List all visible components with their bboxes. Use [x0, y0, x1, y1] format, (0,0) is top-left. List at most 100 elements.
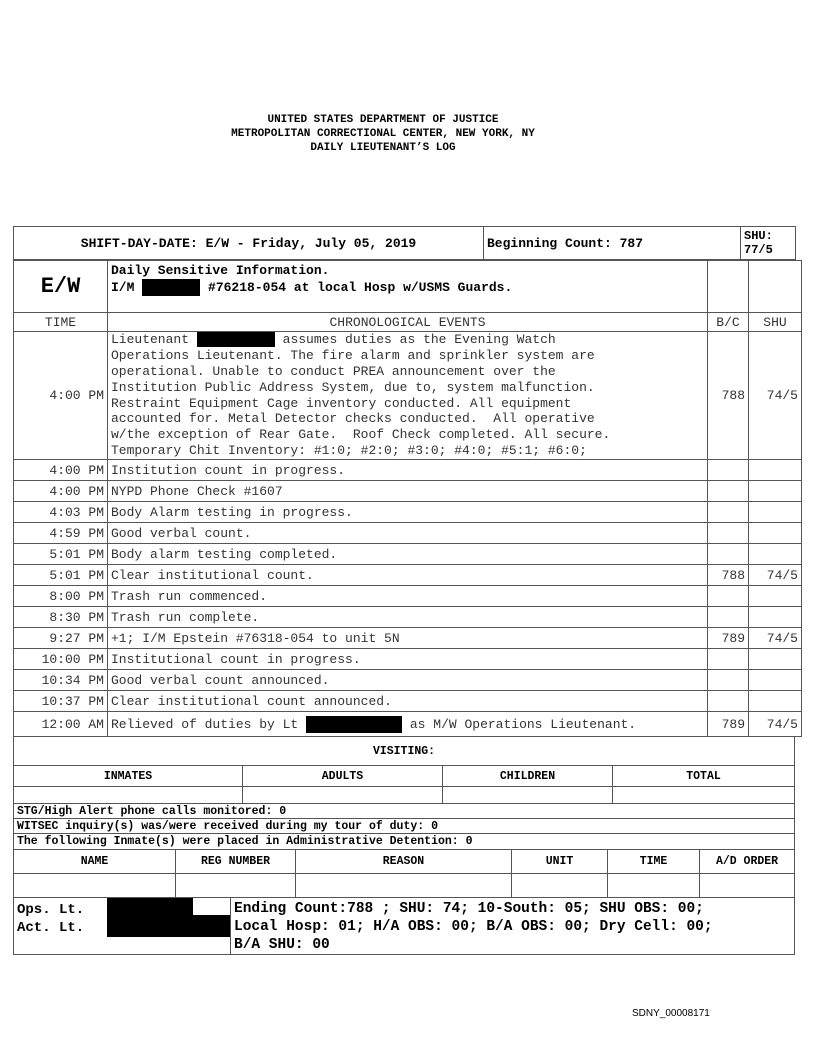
ad-col: TIME — [607, 849, 700, 874]
event-shu: 74/5 — [748, 564, 802, 586]
visiting-col: TOTAL — [612, 765, 795, 787]
beginning-count: Beginning Count: 787 — [483, 226, 741, 260]
event-bc — [707, 543, 749, 565]
summary-line: B/A SHU: 00 — [234, 937, 330, 953]
event-bc — [707, 606, 749, 628]
event-row: 10:00 PM Institutional count in progress. — [13, 648, 802, 670]
note-witsec: WITSEC inquiry(s) was/were received duri… — [13, 818, 795, 834]
event-row: 4:00 PM Institution count in progress. — [13, 459, 802, 481]
redaction — [306, 715, 403, 733]
event-time: 4:00 PM — [13, 480, 108, 502]
note-admin-detention: The following Inmate(s) were placed in A… — [13, 833, 795, 850]
event-shu — [748, 522, 802, 544]
event-row: 4:59 PM Good verbal count. — [13, 522, 802, 544]
act-lt-label: Act. Lt. — [17, 920, 85, 936]
header-line: UNITED STATES DEPARTMENT OF JUSTICE — [267, 114, 499, 126]
event-text: Clear institutional count. — [107, 564, 708, 586]
event-text: Body Alarm testing in progress. — [107, 501, 708, 523]
shift-code: E/W — [13, 260, 108, 313]
event-bc: 789 — [707, 627, 749, 649]
event-shu: 74/5 — [748, 627, 802, 649]
event-text: Body alarm testing completed. — [107, 543, 708, 565]
redaction — [107, 915, 230, 937]
event-time: 5:01 PM — [13, 564, 108, 586]
event-text: Trash run complete. — [107, 606, 708, 628]
events-table: E/W Daily Sensitive Information. I/M #76… — [13, 260, 802, 737]
event-text-line: operational. Unable to conduct PREA anno… — [111, 363, 556, 379]
event-bc: 788 — [707, 331, 749, 460]
event-bc — [707, 648, 749, 670]
event-text-line: w/the exception of Rear Gate. Roof Check… — [111, 427, 611, 443]
bates-number: SDNY_00008171 — [632, 1008, 710, 1019]
event-row: 4:00 PM NYPD Phone Check #1607 — [13, 480, 802, 502]
redaction — [142, 279, 201, 296]
ops-lt-label: Ops. Lt. — [17, 902, 85, 918]
summary-line: Ending Count:788 ; SHU: 74; 10-South: 05… — [234, 901, 704, 917]
note-stg: STG/High Alert phone calls monitored: 0 — [13, 803, 795, 819]
event-time: 4:00 PM — [13, 331, 108, 460]
event-bc — [707, 690, 749, 712]
shu-value: 77/5 — [744, 243, 773, 257]
event-time: 9:27 PM — [13, 627, 108, 649]
event-shu — [748, 669, 802, 691]
event-shu — [748, 585, 802, 607]
event-time: 5:01 PM — [13, 543, 108, 565]
event-shu — [748, 606, 802, 628]
shu-label: SHU: — [744, 229, 773, 243]
event-text-line: Temporary Chit Inventory: #1:0; #2:0; #3… — [111, 442, 587, 458]
shift-table: SHIFT-DAY-DATE: E/W - Friday, July 05, 2… — [13, 226, 796, 260]
event-time: 10:00 PM — [13, 648, 108, 670]
event-shu — [748, 459, 802, 481]
event-text: assumes duties as the Evening Watch — [282, 332, 556, 348]
event-shu — [748, 543, 802, 565]
visiting-col: ADULTS — [242, 765, 443, 787]
event-text: Good verbal count. — [107, 522, 708, 544]
event-text: Trash run commenced. — [107, 585, 708, 607]
event-text-line: Operations Lieutenant. The fire alarm an… — [111, 348, 595, 364]
sensitive-text: #76218-054 at local Hosp w/USMS Guards. — [208, 279, 513, 295]
event-text-line: Institution Public Address System, due t… — [111, 379, 595, 395]
event-bc — [707, 669, 749, 691]
ad-col: REG NUMBER — [175, 849, 296, 874]
signoff-table: Ops. Lt. Act. Lt. Ending Count:788 ; SHU… — [13, 897, 795, 955]
event-row: 9:27 PM +1; I/M Epstein #76318-054 to uni… — [13, 627, 802, 649]
ad-table: NAME REG NUMBER REASON UNIT TIME A/D ORD… — [13, 849, 795, 898]
event-row: 8:30 PM Trash run complete. — [13, 606, 802, 628]
event-text: Good verbal count announced. — [107, 669, 708, 691]
event-shu — [748, 648, 802, 670]
ad-col: REASON — [295, 849, 512, 874]
event-bc — [707, 480, 749, 502]
event-time: 10:34 PM — [13, 669, 108, 691]
redaction — [196, 332, 275, 348]
summary-line: Local Hosp: 01; H/A OBS: 00; B/A OBS: 00… — [234, 919, 713, 935]
event-bc — [707, 459, 749, 481]
event-time: 4:03 PM — [13, 501, 108, 523]
ad-col: A/D ORDER — [699, 849, 795, 874]
event-text-line: Restraint Equipment Cage inventory condu… — [111, 395, 572, 411]
event-row: 5:01 PM Body alarm testing completed. — [13, 543, 802, 565]
event-text: Relieved of duties by Lt — [111, 716, 299, 732]
event-time: 4:59 PM — [13, 522, 108, 544]
ad-col: UNIT — [511, 849, 608, 874]
event-bc — [707, 585, 749, 607]
event-text: as M/W Operations Lieutenant. — [409, 716, 637, 732]
col-events: CHRONOLOGICAL EVENTS — [107, 312, 708, 332]
event-row: 12:00 AM Relieved of duties by Lt as M/W… — [13, 711, 802, 737]
event-bc: 788 — [707, 564, 749, 586]
shift-date: SHIFT-DAY-DATE: E/W - Friday, July 05, 2… — [13, 226, 484, 260]
event-text: NYPD Phone Check #1607 — [107, 480, 708, 502]
event-row: 4:00 PM Lieutenant assumes duties as the… — [13, 331, 802, 460]
col-shu: SHU — [748, 312, 802, 332]
event-time: 8:00 PM — [13, 585, 108, 607]
event-text: Institutional count in progress. — [107, 648, 708, 670]
col-bc: B/C — [707, 312, 749, 332]
event-text: +1; I/M Epstein #76318-054 to unit 5N — [107, 627, 708, 649]
event-text: Clear institutional count announced. — [107, 690, 708, 712]
event-shu — [748, 501, 802, 523]
col-time: TIME — [13, 312, 108, 332]
event-row: 10:34 PM Good verbal count announced. — [13, 669, 802, 691]
event-time: 8:30 PM — [13, 606, 108, 628]
event-time: 10:37 PM — [13, 690, 108, 712]
event-shu — [748, 480, 802, 502]
